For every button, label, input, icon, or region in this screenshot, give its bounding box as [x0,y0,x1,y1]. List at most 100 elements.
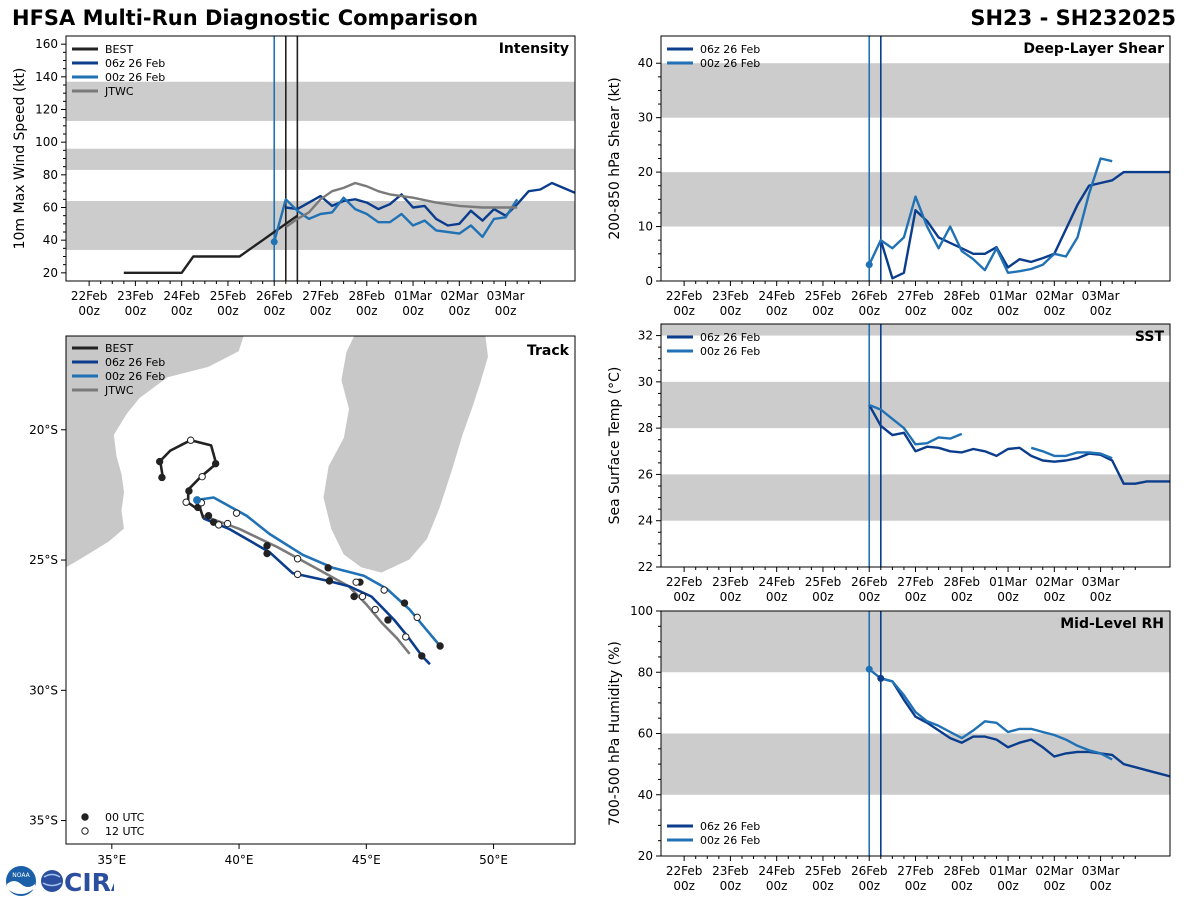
shear-plot-area [661,36,1170,281]
rh-xtick-label: 25Feb [805,864,842,878]
land-polygon-0 [66,336,245,569]
intensity-ytick-label: 120 [35,103,58,117]
shear-legend-label: 06z 26 Feb [700,43,760,56]
shear-xtick-label: 01Mar [989,289,1027,303]
sst-xtick-sub: 00z [720,590,742,604]
track-best-line [158,438,218,519]
track-axes-frame [65,335,576,845]
sst-ytick-label: 24 [638,514,653,528]
shear-marker-0 [865,261,873,269]
track-marker-legend-label: 12 UTC [105,825,145,838]
sst-panel-title: SST [1135,329,1165,345]
track-run00-point-12utc [293,555,302,563]
intensity-ytick-label: 160 [35,37,58,51]
intensity-legend-label: BEST [105,43,133,56]
track-run00-point-00utc [324,564,332,572]
track-jtwc-point-12utc [358,592,367,601]
intensity-xtick-label: 25Feb [210,289,247,303]
track-run06-point-00utc [418,652,426,660]
shear-xtick-sub: 00z [1044,304,1066,318]
intensity-ytick-label: 100 [35,135,58,149]
sst-xtick-sub: 00z [766,590,788,604]
track-run00-point-00utc [263,542,271,550]
intensity-legend-item: BEST [72,43,133,56]
rh-xtick-sub: 00z [812,879,834,893]
rh-legend-item: 00z 26 Feb [667,834,760,847]
track-run06-point-00utc [263,549,271,558]
shear-xtick-label: 25Feb [805,289,842,303]
track-jtwc-point-12utc [223,519,232,528]
intensity-ytick-label: 60 [43,201,58,215]
track-best-point-00utc [158,473,166,482]
rh-xtick-sub: 00z [766,879,788,893]
rh-xtick-label: 03Mar [1082,864,1120,878]
noaa-badge-text: NOAA [12,872,30,879]
rh-xtick-label: 01Mar [989,864,1027,878]
rh-band-0 [661,733,1170,795]
track-legend-item: 06z 26 Feb [72,356,165,369]
land-polygon-1 [322,336,490,574]
shear-xtick-label: 22Feb [666,289,703,303]
cira-logo-text: CIRA [64,868,114,897]
sst-ylabel: Sea Surface Temp (°C) [607,367,623,525]
track-run00-start-marker [193,496,202,505]
intensity-xtick-sub: 00z [171,304,193,318]
rh-legend-label: 06z 26 Feb [700,820,760,833]
track-best-point-00utc [211,459,220,468]
shear-xtick-sub: 00z [766,304,788,318]
sst-legend-item: 06z 26 Feb [667,331,760,344]
track-ytick-label: 30°S [29,683,58,697]
sst-band-2 [661,324,1170,336]
intensity-xtick-label: 22Feb [71,289,108,303]
track-jtwc-point-00utc [204,512,213,520]
rh-marker-1 [877,674,885,682]
intensity-ytick-label: 40 [43,233,58,247]
filled-dot-icon [81,813,89,821]
rh-xtick-label: 28Feb [944,864,981,878]
rh-panel-title: Mid-Level RH [1060,616,1164,632]
shear-xtick-label: 02Mar [1035,289,1073,303]
storm-id-title: SH23 - SH232025 [970,6,1176,30]
sst-xtick-sub: 00z [858,590,880,604]
track-run06-point-00utc [325,577,334,585]
open-dot-icon [81,827,89,835]
intensity-xtick-sub: 00z [449,304,471,318]
intensity-legend-label: JTWC [104,85,134,98]
intensity-legend-item: 00z 26 Feb [72,71,165,84]
track-ytick-label: 20°S [29,423,58,437]
track-marker-legend-label: 00 UTC [105,811,145,824]
track-xtick-label: 35°E [97,853,126,867]
sst-legend-label: 00z 26 Feb [700,345,760,358]
rh-ytick-label: 20 [638,849,653,863]
intensity-ylabel: 10m Max Wind Speed (kt) [12,68,28,250]
track-run06-line [202,517,431,666]
shear-ytick-label: 30 [638,111,653,125]
shear-xtick-sub: 00z [951,304,973,318]
rh-xtick-label: 26Feb [851,864,888,878]
sst-plot-area [661,324,1170,567]
shear-xtick-sub: 00z [858,304,880,318]
sst-series-00z-26-feb-seg2 [1030,446,1113,460]
rh-xtick-label: 22Feb [666,864,703,878]
intensity-ytick-label: 80 [43,168,58,182]
rh-xtick-sub: 00z [1090,879,1112,893]
track-best-point-12utc [198,472,206,481]
track-best-point-00utc [155,457,164,466]
rh-plot-area [661,611,1170,856]
track-map-area [66,336,490,666]
rh-series-00z-26-feb [868,668,1113,761]
rh-xtick-sub: 00z [673,879,695,893]
sst-ytick-label: 28 [638,421,653,435]
shear-series-06z-26-feb [879,170,1170,280]
shear-xtick-sub: 00z [1090,304,1112,318]
shear-series-00z-26-feb [868,157,1113,274]
sst-series-06z-26-feb [868,404,1170,485]
rh-xtick-label: 23Feb [712,864,749,878]
track-run00-point-00utc [400,599,409,607]
intensity-xtick-sub: 00z [495,304,517,318]
track-best-point-00utc [185,487,193,495]
track-legend-label: BEST [105,342,133,355]
rh-ytick-label: 100 [630,604,653,618]
sst-series-00z-26-feb [868,403,963,446]
intensity-xtick-label: 24Feb [163,289,200,303]
